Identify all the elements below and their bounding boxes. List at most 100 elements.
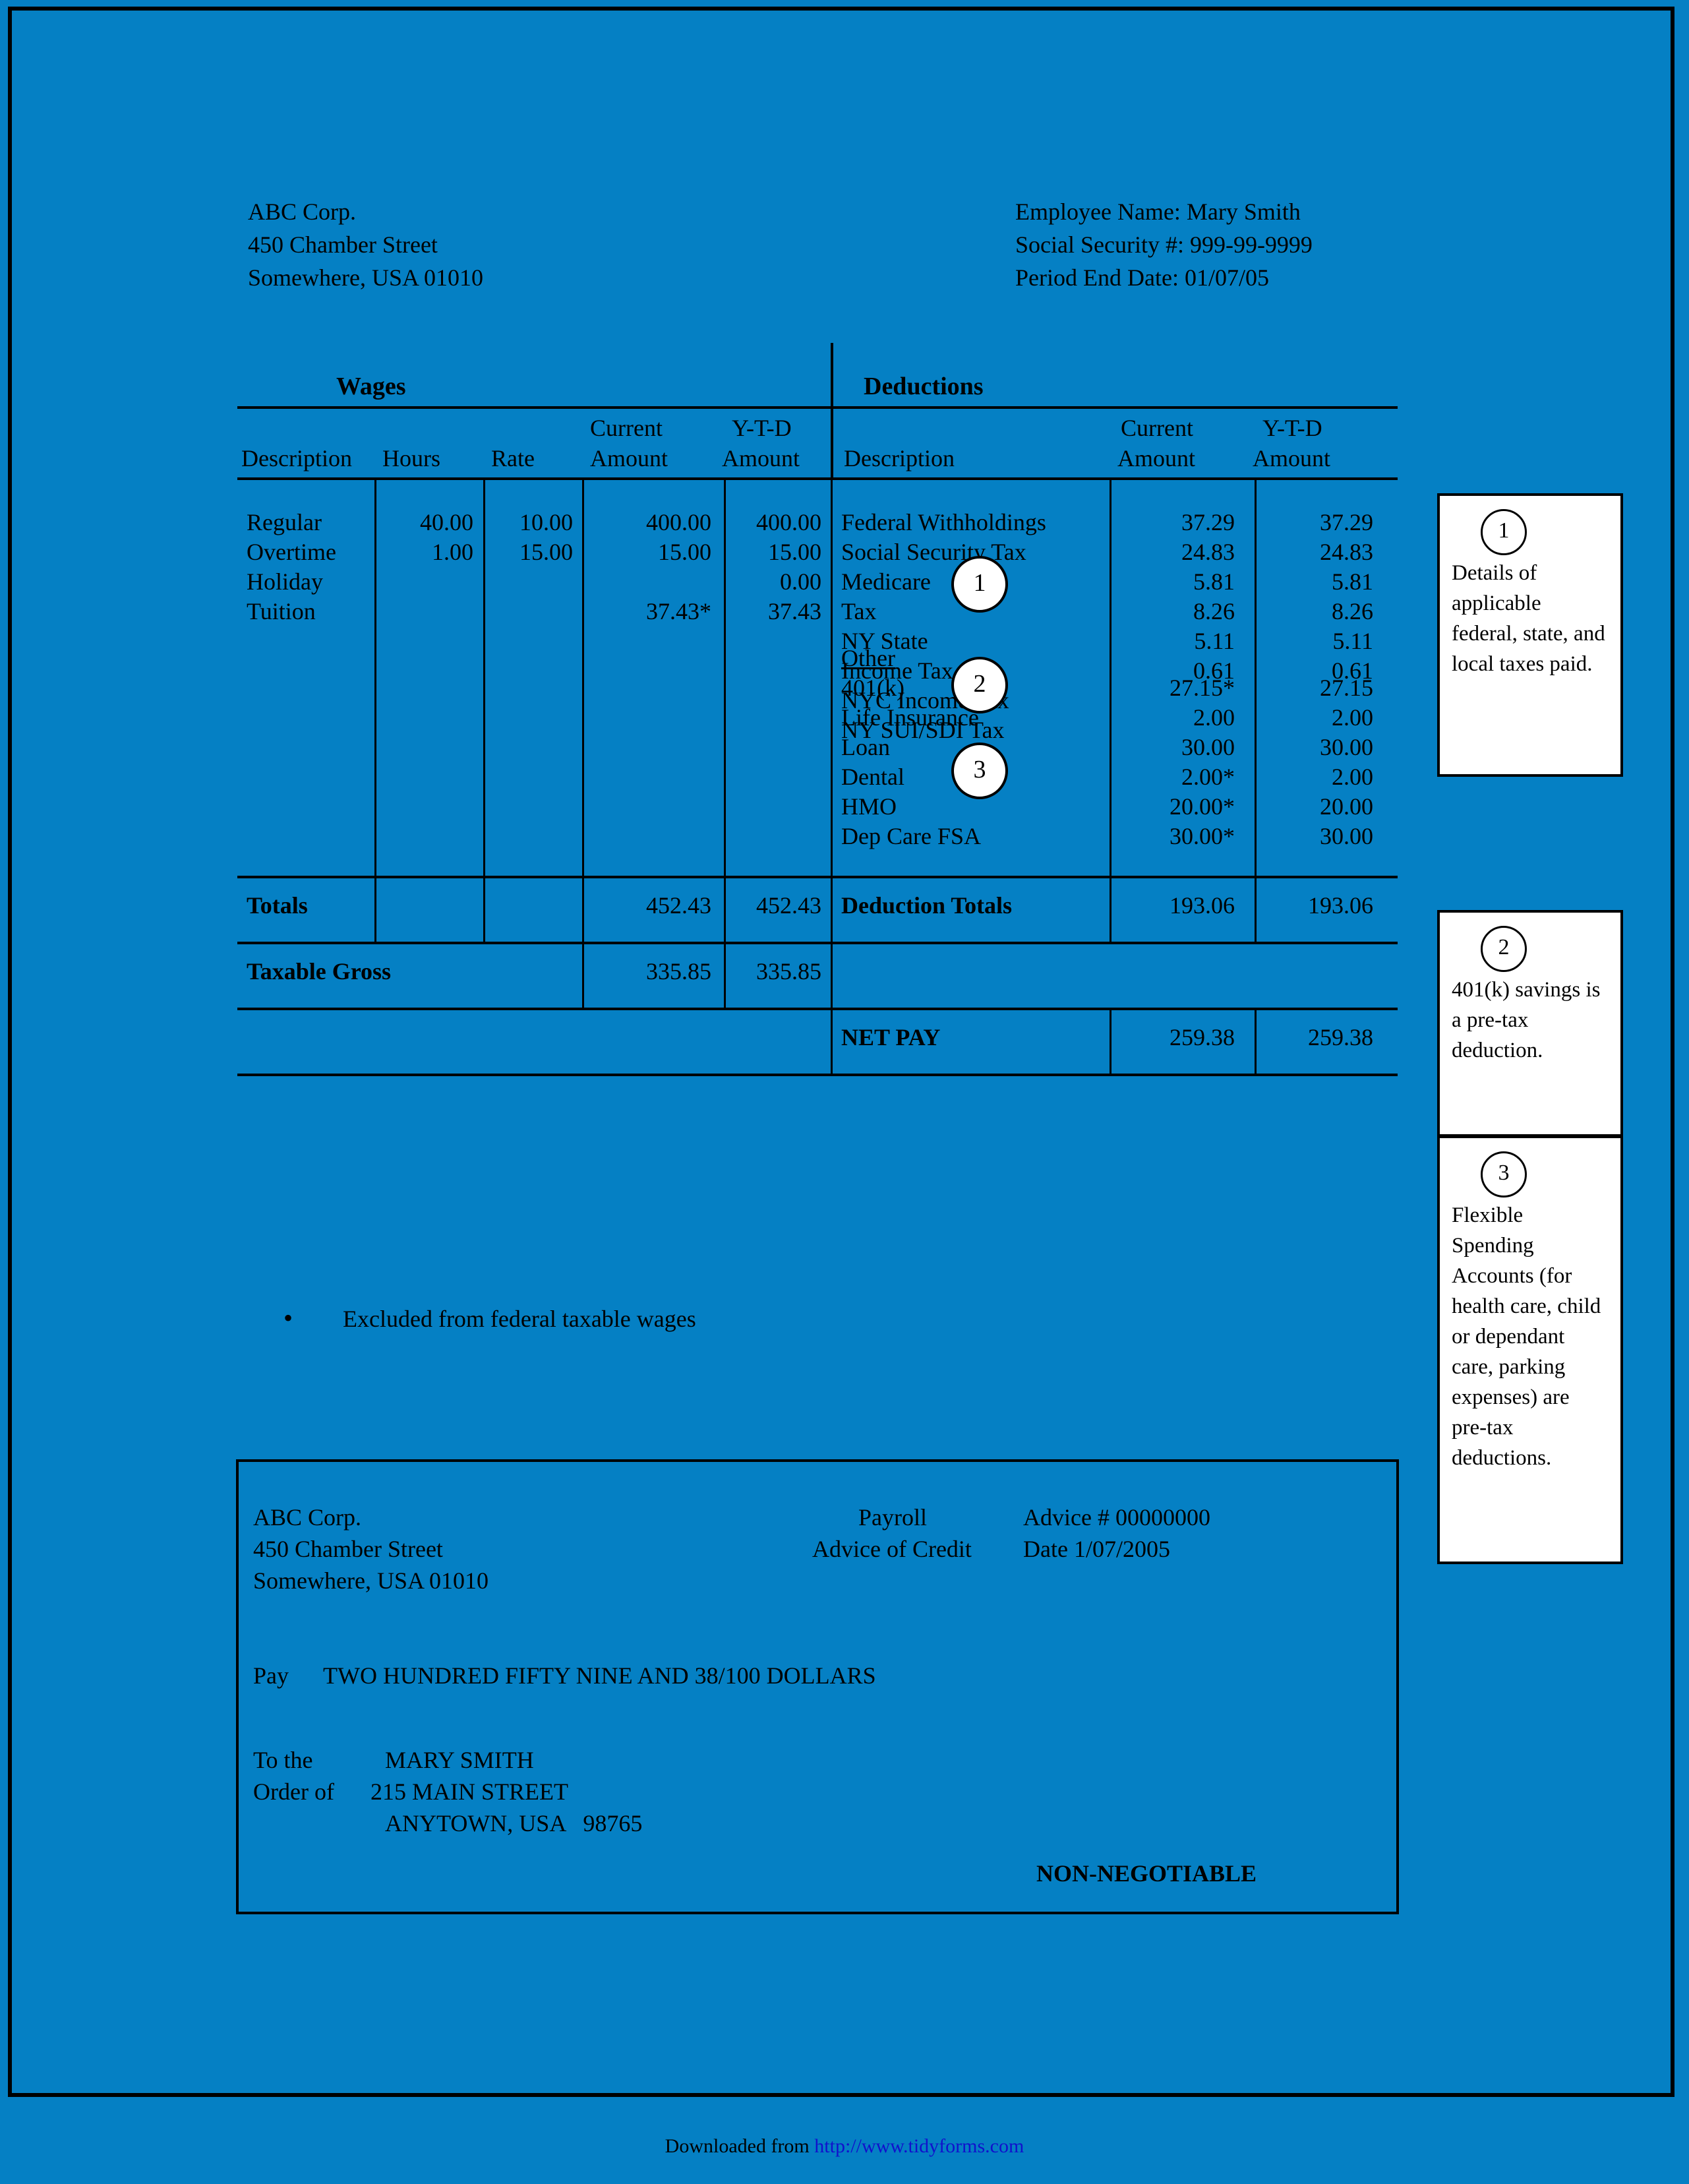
- totals-label: Totals: [247, 892, 308, 919]
- net-pay-current: 259.38: [1170, 1024, 1235, 1050]
- employee-name: Employee Name: Mary Smith: [1015, 198, 1301, 225]
- check-company-street: 450 Chamber Street: [253, 1536, 443, 1562]
- company-name: ABC Corp.: [248, 198, 357, 225]
- callout-box-2: 2 401(k) savings is a pre-tax deduction.: [1437, 910, 1623, 1137]
- footnote: • Excluded from federal taxable wages: [283, 1302, 696, 1333]
- wages-rate: 10.00 15.00: [519, 509, 573, 565]
- page-border: [8, 7, 1674, 2097]
- section-title-rule: [237, 406, 1398, 409]
- footnote-text: Excluded from federal taxable wages: [343, 1306, 696, 1332]
- check-company-city: Somewhere, USA 01010: [253, 1567, 489, 1594]
- footer: Downloaded from http://www.tidyforms.com: [0, 2135, 1689, 2158]
- gridline-center: [831, 480, 833, 876]
- taxable-gross-row: Taxable Gross 335.85 335.85: [237, 944, 1398, 1008]
- employee-info-block: Employee Name: Mary Smith Social Securit…: [1015, 195, 1313, 294]
- taxable-gross-current: 335.85: [646, 958, 711, 985]
- pay-amount-words: TWO HUNDRED FIFTY NINE AND 38/100 DOLLAR…: [323, 1662, 876, 1689]
- callout-text-3: Flexible Spending Accounts (for health c…: [1452, 1203, 1601, 1470]
- totals-gridline-2: [483, 878, 485, 942]
- wages-col-ytd-top: Y-T-D: [732, 415, 792, 441]
- table-marker-1: 1: [951, 556, 1008, 613]
- callout-box-3: 3 Flexible Spending Accounts (for health…: [1437, 1136, 1623, 1564]
- section-title-row: Wages Deductions: [237, 343, 1398, 406]
- deduction-totals-current: 193.06: [1170, 892, 1235, 919]
- np-gridline-6: [1255, 1010, 1257, 1074]
- deduction-other-label: Other: [841, 645, 895, 671]
- payee-name: MARY SMITH: [385, 1747, 534, 1773]
- deduction-tax-descriptions: Federal Withholdings Social Security Tax…: [841, 509, 1046, 743]
- company-address-block: ABC Corp. 450 Chamber Street Somewhere, …: [248, 195, 483, 294]
- detail-rows: Regular Overtime Holiday Tuition 40.00 1…: [237, 480, 1398, 876]
- net-pay-top-rule: [237, 1008, 1398, 1010]
- payee-city: ANYTOWN, USA 98765: [385, 1810, 643, 1836]
- callout-text-1: Details of applicable federal, state, an…: [1452, 561, 1605, 676]
- wages-section-title: Wages: [336, 373, 406, 400]
- footer-prefix: Downloaded from: [665, 2135, 815, 2157]
- advice-number: Advice # 00000000: [1023, 1504, 1210, 1531]
- taxable-gross-label: Taxable Gross: [247, 958, 392, 985]
- advice-of-credit-check: ABC Corp. 450 Chamber Street Somewhere, …: [236, 1459, 1399, 1914]
- bullet-icon: •: [283, 1303, 293, 1333]
- tg-gridline-center: [831, 944, 833, 1008]
- gridline-4: [724, 480, 726, 876]
- deduct-col-ytd-bottom: Amount: [1253, 445, 1331, 471]
- tg-gridline-4: [724, 944, 726, 1008]
- deduction-tax-ytd: 37.29 24.83 5.81 8.26 5.11 0.61: [1320, 509, 1373, 684]
- deduction-other-current: 27.15* 2.00 30.00 2.00* 20.00* 30.00*: [1170, 675, 1235, 849]
- footer-link[interactable]: http://www.tidyforms.com: [814, 2135, 1024, 2157]
- wages-hours: 40.00 1.00: [420, 509, 473, 565]
- gridline-2: [483, 480, 485, 876]
- check-company-name: ABC Corp.: [253, 1504, 362, 1531]
- totals-gridline-5: [1110, 878, 1111, 942]
- gridline-6: [1255, 480, 1257, 876]
- np-gridline-5: [1110, 1010, 1111, 1074]
- period-end-date: Period End Date: 01/07/05: [1015, 264, 1269, 291]
- wages-col-current-bottom: Amount: [590, 445, 668, 471]
- gridline-3: [582, 480, 584, 876]
- deduct-col-ytd-top: Y-T-D: [1262, 415, 1322, 441]
- callout-box-1: 1 Details of applicable federal, state, …: [1437, 493, 1623, 777]
- wages-col-description: Description: [241, 445, 352, 471]
- advice-of-credit-label: Advice of Credit: [812, 1536, 972, 1562]
- tg-gridline-3: [582, 944, 584, 1008]
- wages-descriptions: Regular Overtime Holiday Tuition: [247, 509, 336, 624]
- totals-gridline-3: [582, 878, 584, 942]
- pay-label: Pay: [253, 1662, 289, 1689]
- center-divider-header: [831, 406, 833, 477]
- deduct-col-current-bottom: Amount: [1117, 445, 1196, 471]
- payee-street: 215 MAIN STREET: [370, 1778, 568, 1805]
- to-the-label: To the: [253, 1747, 313, 1773]
- deduct-col-current-top: Current: [1121, 415, 1193, 441]
- gridline-1: [374, 480, 376, 876]
- deduction-totals-ytd: 193.06: [1308, 892, 1373, 919]
- totals-ytd: 452.43: [756, 892, 821, 919]
- totals-top-rule: [237, 876, 1398, 878]
- net-pay-ytd: 259.38: [1308, 1024, 1373, 1050]
- order-of-label: Order of: [253, 1778, 334, 1805]
- deduct-col-description: Description: [844, 445, 955, 471]
- company-city: Somewhere, USA 01010: [248, 264, 483, 291]
- net-pay-row: NET PAY 259.38 259.38: [237, 1010, 1398, 1074]
- payroll-label: Payroll: [858, 1504, 927, 1531]
- deduction-tax-current: 37.29 24.83 5.81 8.26 5.11 0.61: [1181, 509, 1235, 684]
- non-negotiable-label: NON-NEGOTIABLE: [1036, 1860, 1257, 1887]
- np-gridline-center: [831, 1010, 833, 1074]
- deduction-totals-label: Deduction Totals: [841, 892, 1013, 919]
- callout-text-2: 401(k) savings is a pre-tax deduction.: [1452, 978, 1601, 1062]
- column-header-row: Description Hours Rate Current Amount Y-…: [237, 406, 1398, 477]
- totals-gridline-center: [831, 878, 833, 942]
- wages-col-ytd-bottom: Amount: [722, 445, 800, 471]
- deduction-other-ytd: 27.15 2.00 30.00 2.00 20.00 30.00: [1320, 675, 1373, 849]
- totals-gridline-1: [374, 878, 376, 942]
- wages-current: 400.00 15.00 37.43*: [646, 509, 711, 624]
- company-street: 450 Chamber Street: [248, 231, 438, 258]
- table-marker-3: 3: [951, 743, 1008, 799]
- employee-ssn: Social Security #: 999-99-9999: [1015, 231, 1313, 258]
- table-marker-2: 2: [951, 657, 1008, 713]
- totals-row: Totals 452.43 452.43 Deduction Totals 19…: [237, 878, 1398, 942]
- callout-number-1: 1: [1481, 509, 1527, 555]
- totals-current: 452.43: [646, 892, 711, 919]
- totals-gridline-6: [1255, 878, 1257, 942]
- deductions-section-title: Deductions: [864, 373, 984, 400]
- earnings-statement-table: Wages Deductions Description Hours Rate …: [237, 343, 1398, 1076]
